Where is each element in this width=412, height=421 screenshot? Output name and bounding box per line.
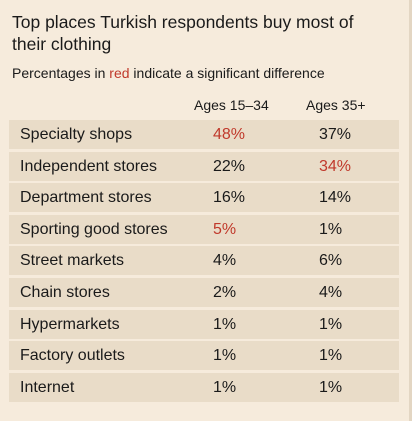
value-ages-15-34: 1% (213, 378, 237, 396)
value-ages-35-plus: 4% (319, 283, 343, 301)
row-label: Chain stores (20, 283, 110, 301)
value-ages-15-34: 5% (213, 220, 237, 238)
value-ages-15-34: 4% (213, 252, 237, 270)
table-row: Independent stores 22% 34% (9, 151, 399, 181)
subtitle-suffix: indicate a significant difference (129, 65, 325, 81)
table-row: Hypermarkets 1% 1% (9, 309, 399, 339)
value-ages-15-34: 1% (213, 347, 237, 365)
table-row: Specialty shops 48% 37% (9, 120, 399, 149)
value-ages-35-plus: 6% (319, 252, 343, 270)
value-ages-35-plus: 14% (319, 189, 352, 207)
value-ages-35-plus: 34% (319, 157, 352, 175)
table-row: Chain stores 2% 4% (9, 277, 399, 307)
row-label: Sporting good stores (20, 220, 168, 238)
subtitle-prefix: Percentages in (12, 65, 110, 81)
row-label: Independent stores (20, 157, 157, 175)
table-row: Sporting good stores 5% 1% (9, 214, 399, 244)
value-ages-35-plus: 1% (319, 220, 343, 238)
row-label: Factory outlets (20, 347, 125, 365)
value-ages-35-plus: 1% (319, 378, 343, 396)
column-header-ages-15-34: Ages 15–34 (194, 97, 269, 113)
row-label: Street markets (20, 252, 125, 270)
value-ages-35-plus: 1% (319, 347, 343, 365)
value-ages-15-34: 2% (213, 283, 237, 301)
row-label: Specialty shops (20, 126, 133, 143)
table-row: Factory outlets 1% 1% (9, 341, 399, 371)
value-ages-15-34: 1% (213, 315, 237, 333)
row-label: Department stores (20, 189, 152, 207)
row-label: Internet (20, 378, 75, 396)
value-ages-15-34: 48% (213, 126, 246, 143)
subtitle-red-word: red (109, 65, 130, 81)
table-row: Department stores 16% 14% (9, 183, 399, 213)
value-ages-35-plus: 37% (319, 126, 352, 143)
value-ages-15-34: 22% (213, 157, 246, 175)
table-body: Specialty shops 48% 37% Independent stores 2… (9, 120, 399, 404)
column-header-ages-35-plus: Ages 35+ (306, 97, 366, 113)
value-ages-15-34: 16% (213, 189, 246, 207)
row-label: Hypermarkets (20, 315, 120, 333)
table-row: Street markets 4% 6% (9, 246, 399, 276)
chart-subtitle: Percentages in red indicate a significan… (12, 64, 325, 82)
chart-title: Top places Turkish respondents buy most … (12, 12, 354, 54)
table-row: Internet 1% 1% (9, 372, 399, 402)
value-ages-35-plus: 1% (319, 315, 343, 333)
